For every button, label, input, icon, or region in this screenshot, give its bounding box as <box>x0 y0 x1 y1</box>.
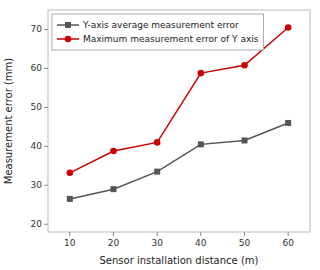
x-tick-label: 50 <box>239 238 251 248</box>
x-tick-label: 30 <box>151 238 163 248</box>
x-tick-label: 40 <box>195 238 207 248</box>
chart-container: 10 20 30 40 50 60 20 30 40 50 60 70 Sensor installat… <box>0 0 320 270</box>
x-tick-label: 10 <box>64 238 76 248</box>
y-tick <box>44 185 48 186</box>
y-tick-label: 30 <box>31 180 43 190</box>
plot-area <box>67 24 292 202</box>
series-line <box>70 123 288 199</box>
y-tick-label: 60 <box>31 63 43 73</box>
series-marker <box>110 148 117 155</box>
series-marker <box>198 70 205 77</box>
series-marker <box>285 120 291 126</box>
x-tick-label: 20 <box>108 238 120 248</box>
y-tick <box>44 107 48 108</box>
y-tick <box>44 68 48 69</box>
series-marker <box>67 196 73 202</box>
y-axis-label: Measurement error (mm) <box>3 58 14 185</box>
series-marker <box>285 24 292 31</box>
series-marker <box>198 141 204 147</box>
legend-marker <box>65 22 71 28</box>
plot-frame <box>48 10 310 232</box>
legend: Y-axis average measurement error Maximum … <box>52 14 263 50</box>
series-marker <box>67 170 74 177</box>
x-tick <box>157 232 158 236</box>
series-marker <box>154 139 161 146</box>
x-tick <box>200 232 201 236</box>
legend-box <box>52 14 263 50</box>
series-marker <box>242 137 248 143</box>
x-tick <box>288 232 289 236</box>
y-tick-label: 70 <box>31 24 43 34</box>
x-tick-label: 60 <box>282 238 294 248</box>
x-tick <box>69 232 70 236</box>
series-marker <box>241 62 248 69</box>
legend-label: Maximum measurement error of Y axis <box>83 34 259 44</box>
x-tick <box>244 232 245 236</box>
chart: 10 20 30 40 50 60 20 30 40 50 60 70 Sensor installat… <box>0 0 320 270</box>
y-tick <box>44 146 48 147</box>
series-marker <box>154 169 160 175</box>
y-tick <box>44 29 48 30</box>
series-marker <box>111 186 117 192</box>
y-tick-label: 40 <box>31 141 43 151</box>
x-tick <box>113 232 114 236</box>
legend-label: Y-axis average measurement error <box>82 20 239 30</box>
y-tick <box>44 224 48 225</box>
x-axis-label: Sensor installation distance (m) <box>100 255 259 266</box>
legend-marker <box>65 36 72 43</box>
y-tick-label: 20 <box>31 219 43 229</box>
y-tick-label: 50 <box>31 102 43 112</box>
